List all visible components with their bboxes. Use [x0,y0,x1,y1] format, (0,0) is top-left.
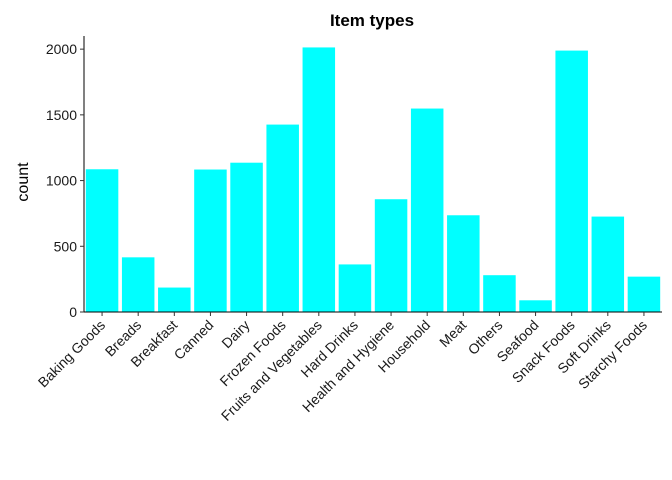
x-tick-label: Canned [171,317,217,363]
bar-breakfast [158,287,191,312]
y-tick-label: 1500 [46,107,77,123]
bar-others [483,275,516,312]
bars-group [85,47,661,313]
x-tick-label: Baking Goods [35,317,109,391]
chart-title: Item types [330,11,414,30]
bar-meat [447,215,480,312]
x-tick-label: Meat [436,317,469,350]
y-tick-label: 0 [69,304,77,320]
bar-seafood [519,300,552,312]
bar-canned [194,169,227,312]
bar-dairy [230,162,263,312]
y-axis-label: count [15,162,32,202]
bar-frozen-foods [266,124,299,312]
bar-household [410,108,444,312]
y-tick-label: 1000 [46,173,77,189]
bar-fruits-and-vegetables [302,47,336,312]
bar-starchy-foods [627,276,661,312]
bar-health-and-hygiene [374,199,408,312]
bar-snack-foods [555,50,588,313]
bar-hard-drinks [338,264,372,312]
bar-baking-goods [85,169,119,312]
y-tick-label: 2000 [46,41,77,57]
bar-soft-drinks [591,216,625,312]
y-axis: 0 500 1000 1500 2000 [46,36,85,320]
bar-breads [121,257,155,312]
y-tick-label: 500 [54,238,78,254]
